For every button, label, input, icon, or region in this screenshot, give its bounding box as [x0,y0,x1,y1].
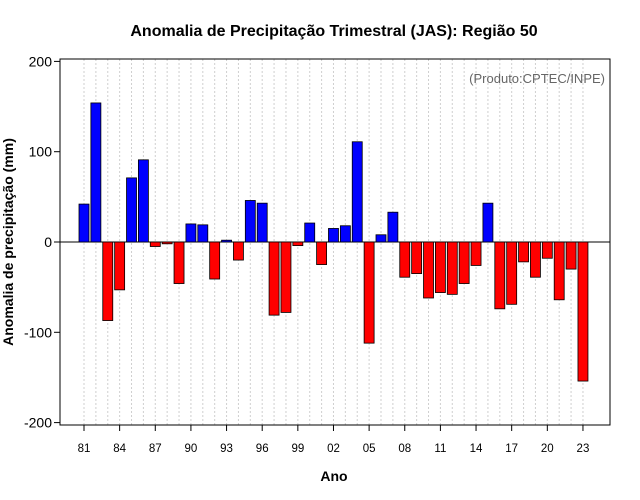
bar-1981 [78,203,90,243]
bar-1992 [209,241,221,280]
x-tick-label: 81 [78,443,91,455]
y-tick-label: 100 [29,144,53,160]
y-axis: -200 -100 0 100 200 [24,53,60,431]
x-tick-label: 11 [434,443,446,455]
bar-2013 [458,241,470,284]
bar-1987 [149,241,161,247]
bar-1997 [268,241,280,316]
bar-2016 [494,241,506,310]
x-axis-label: Ano [320,468,347,484]
bar-2022 [565,241,577,270]
x-axis: 81 84 87 90 93 96 99 02 05 08 11 14 17 20 23 [78,425,590,455]
credit-annotation: (Produto:CPTEC/INPE) [469,71,605,86]
bar-1990 [185,223,197,243]
bar-1988 [161,241,173,245]
x-tick-label: 17 [505,443,518,455]
bar-1986 [137,159,149,243]
x-tick-label: 84 [113,443,126,455]
bar-1991 [197,224,209,243]
y-tick-label: -100 [24,324,52,340]
x-tick-label: 96 [256,443,269,455]
bar-2001 [316,241,328,265]
x-tick-label: 99 [291,443,304,455]
grid-lines [83,59,584,425]
bar-1995 [244,200,256,243]
x-tick-label: 23 [577,443,590,455]
x-tick-label: 87 [149,443,162,455]
bar-1999 [292,241,304,247]
bar-1994 [233,241,244,261]
y-tick-label: 0 [44,234,52,250]
y-tick-label: -200 [24,415,52,431]
x-tick-label: 05 [363,443,376,455]
bar-2015 [482,202,494,243]
bar-1984 [114,241,126,291]
bar-1998 [280,241,292,313]
x-tick-label: 14 [470,443,483,455]
x-tick-label: 90 [185,443,198,455]
bar-2002 [328,228,339,243]
bar-2019 [530,241,541,278]
bar-2020 [541,241,553,259]
y-tick-label: 200 [29,53,53,69]
bar-2010 [423,241,434,299]
bar-1985 [126,177,137,243]
bar-2003 [339,225,351,243]
bar-2008 [399,241,411,278]
bar-2011 [434,241,446,293]
bar-1989 [173,241,185,284]
x-tick-label: 20 [541,443,554,455]
bar-2009 [411,241,423,275]
bar-2006 [375,234,387,243]
chart-title: Anomalia de Precipitação Trimestral (JAS… [130,23,537,40]
bar-2005 [363,241,375,344]
bar-1983 [102,241,114,321]
bar-2021 [553,241,565,301]
x-tick-label: 02 [327,443,340,455]
bar-2018 [518,241,529,263]
y-axis-label: Anomalia de precipitação (mm) [0,138,16,346]
bar-2014 [470,241,482,266]
bar-2004 [351,141,363,243]
bars [78,102,589,382]
bar-2000 [304,222,316,243]
bar-2023 [577,241,589,382]
bar-2017 [506,241,518,305]
bar-1993 [221,239,232,243]
bar-1982 [90,102,102,243]
bar-2007 [387,211,399,243]
bar-1996 [256,202,268,243]
x-tick-label: 93 [220,443,233,455]
bar-2012 [446,241,458,295]
x-tick-label: 08 [398,443,411,455]
